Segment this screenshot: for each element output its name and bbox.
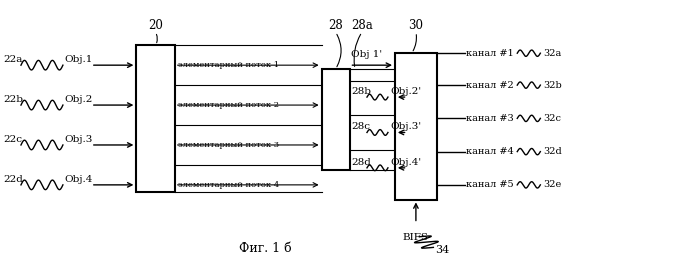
Text: 22c: 22c bbox=[3, 135, 22, 144]
Text: элементарный поток 1: элементарный поток 1 bbox=[178, 61, 279, 69]
Text: Obj.1: Obj.1 bbox=[64, 55, 93, 64]
Text: Obj.3': Obj.3' bbox=[390, 122, 421, 131]
Text: канал #4: канал #4 bbox=[466, 147, 514, 156]
Text: BIFS: BIFS bbox=[403, 233, 429, 242]
Text: Obj.2': Obj.2' bbox=[390, 87, 421, 96]
Bar bbox=[322, 69, 350, 170]
Text: 32a: 32a bbox=[543, 49, 561, 58]
Text: канал #5: канал #5 bbox=[466, 180, 514, 189]
Text: элементарный поток 3: элементарный поток 3 bbox=[178, 141, 279, 149]
Text: Obj.4': Obj.4' bbox=[390, 157, 421, 167]
Text: Obj 1': Obj 1' bbox=[351, 49, 382, 59]
Text: 22b: 22b bbox=[3, 95, 24, 104]
Text: канал #3: канал #3 bbox=[466, 114, 514, 123]
Text: 32d: 32d bbox=[543, 147, 562, 156]
Bar bbox=[136, 45, 175, 192]
Text: Фиг. 1 б: Фиг. 1 б bbox=[239, 242, 292, 255]
Text: элементарный поток 2: элементарный поток 2 bbox=[178, 101, 278, 109]
Text: 28: 28 bbox=[328, 19, 343, 32]
Text: Obj.2: Obj.2 bbox=[64, 95, 93, 104]
Text: канал #2: канал #2 bbox=[466, 81, 514, 90]
Text: 32c: 32c bbox=[543, 114, 561, 123]
Text: 28a: 28a bbox=[351, 19, 373, 32]
Text: элементарный поток 4: элементарный поток 4 bbox=[178, 181, 279, 189]
Text: 22a: 22a bbox=[3, 55, 23, 64]
Text: 32b: 32b bbox=[543, 81, 562, 90]
Text: 22d: 22d bbox=[3, 174, 23, 184]
Text: Obj.3: Obj.3 bbox=[64, 135, 93, 144]
Text: 34: 34 bbox=[435, 245, 449, 255]
Text: 28b: 28b bbox=[351, 87, 371, 96]
Text: канал #1: канал #1 bbox=[466, 49, 514, 58]
Text: 20: 20 bbox=[147, 19, 163, 32]
Text: 32e: 32e bbox=[543, 180, 561, 189]
Bar bbox=[395, 53, 437, 200]
Text: Obj.4: Obj.4 bbox=[64, 174, 93, 184]
Text: 30: 30 bbox=[408, 19, 424, 32]
Text: 28c: 28c bbox=[351, 122, 370, 131]
Text: 28d: 28d bbox=[351, 157, 370, 167]
